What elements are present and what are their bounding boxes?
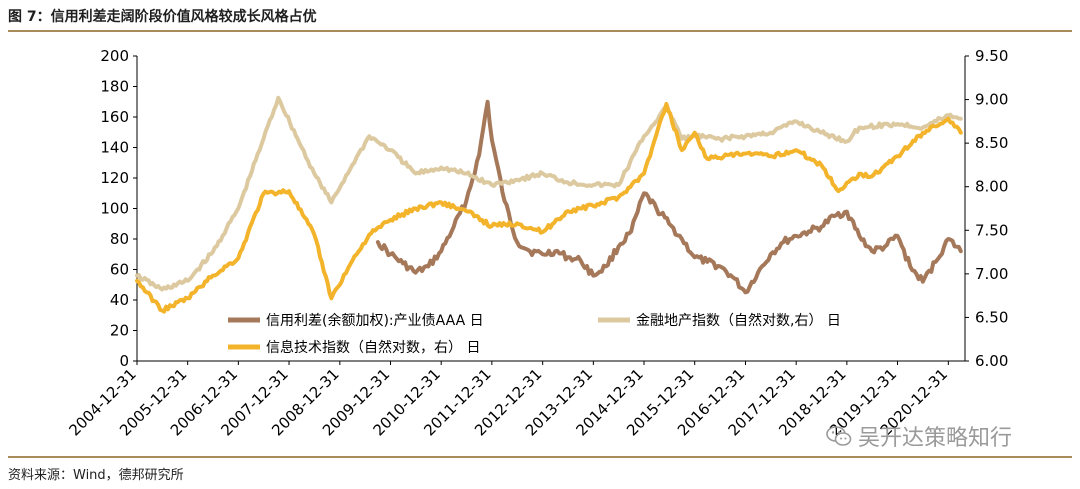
y-left-tick-label: 140 (100, 139, 129, 157)
y-right-tick-label: 9.00 (975, 91, 1008, 109)
chart-canvas: 0 20 40 60 80 100 120 140 160 180 200 6.00 6.50 7.00 7… (65, 47, 1008, 439)
y-left-tick-label: 60 (110, 261, 129, 279)
legend: 信用利差(余额加权):产业债AAA 日 金融地产指数（自然对数,右） 日 信息技… (228, 312, 841, 356)
y-right-tick-label: 8.50 (975, 134, 1008, 152)
legend-label-finance: 金融地产指数（自然对数,右） 日 (636, 312, 841, 329)
y-right-tick-label: 9.50 (975, 47, 1008, 65)
y-left-tick-label: 0 (119, 352, 129, 370)
y-left-tick-label: 40 (110, 291, 129, 309)
series-layer (135, 95, 963, 314)
source-note: 资料来源：Wind，德邦研究所 (8, 468, 184, 483)
y-right-tick-label: 7.50 (975, 221, 1008, 239)
series-credit-spread (375, 99, 963, 295)
y-left-tick-label: 160 (100, 108, 129, 126)
top-rule (8, 30, 1072, 32)
series-finance-realestate (135, 95, 963, 292)
y-left-tick-label: 100 (100, 200, 129, 218)
watermark-text: 吴开达策略知行 (858, 426, 1013, 451)
axes: 0 20 40 60 80 100 120 140 160 180 200 6.00 6.50 7.00 7… (65, 47, 1008, 439)
watermark: 吴开达策略知行 (826, 420, 1012, 452)
bottom-rule (8, 456, 1072, 458)
y-left-tick-label: 80 (110, 230, 129, 248)
y-left-tick-label: 200 (100, 47, 129, 65)
legend-label-it: 信息技术指数（自然对数，右） 日 (266, 339, 480, 356)
y-right-tick-label: 6.00 (975, 352, 1008, 370)
y-right-tick-label: 6.50 (975, 308, 1008, 326)
y-right-tick-label: 8.00 (975, 178, 1008, 196)
legend-label-credit: 信用利差(余额加权):产业债AAA 日 (266, 312, 484, 329)
y-right-tick-label: 7.00 (975, 265, 1008, 283)
wechat-icon (826, 426, 852, 446)
series-info-tech (135, 101, 963, 314)
y-left-tick-label: 180 (100, 78, 129, 96)
y-left-tick-label: 120 (100, 169, 129, 187)
figure-title: 图 7：信用利差走阔阶段价值风格较成长风格占优 (8, 9, 317, 25)
y-left-tick-label: 20 (110, 322, 129, 340)
